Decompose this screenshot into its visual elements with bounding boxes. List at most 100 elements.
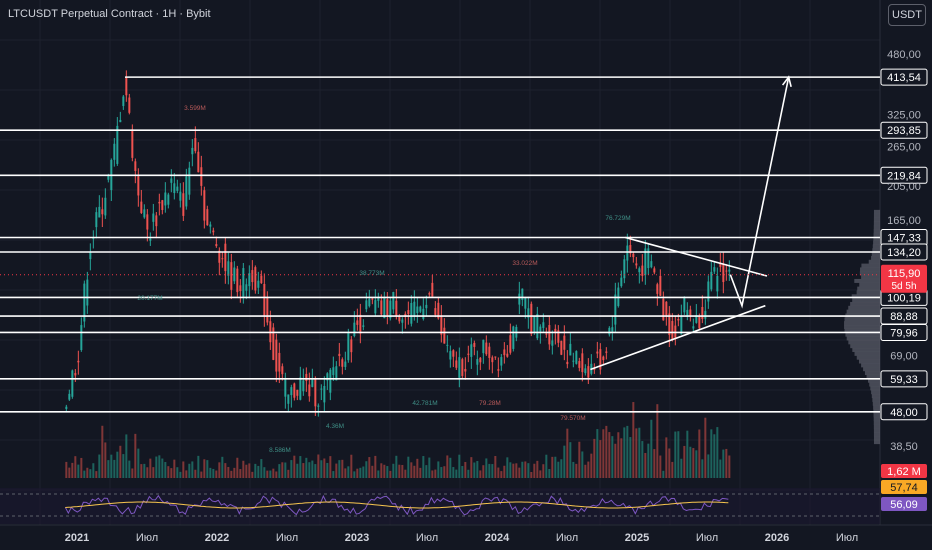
volume-bar [173,459,176,478]
volume-bar [329,456,332,478]
currency-button[interactable]: USDT [888,4,926,26]
volume-profile-bar [872,248,880,253]
volume-bar [530,471,533,478]
volume-profile-bar [857,286,880,291]
volume-profile-bar [872,401,880,406]
candle-body [575,351,578,364]
candle-body [479,357,482,363]
candle-body [635,263,638,266]
candle-body [248,273,251,287]
candle-body [629,245,632,254]
volume-bar [338,460,341,478]
volume-bar [449,457,452,478]
level-label: 48,00 [890,407,918,419]
current-price-countdown: 5d 5h [891,281,916,292]
volume-bar [572,461,575,478]
volume-bar [614,443,617,478]
volume-bar [584,464,587,478]
volume-profile-bar [873,209,880,214]
volume-bar [146,467,149,478]
candle-body [359,314,362,334]
price-tick-label: 69,00 [890,350,918,362]
candle-body [215,244,218,247]
candle-body [704,310,707,319]
time-tick-label: 2024 [485,532,510,544]
candle-body [95,212,98,228]
volume-bar [401,464,404,478]
level-label-box [880,323,928,341]
volume-bar [257,465,260,478]
rsi-ma-label-box [881,480,927,494]
level-label: 413,54 [887,72,921,84]
candle-body [545,333,548,335]
volume-profile-bar [869,382,880,387]
candle-body [341,359,344,367]
volume-profile-bar [873,229,880,234]
volume-profile-bar [848,305,880,310]
volume-profile-bar [858,359,880,364]
candle-body [143,209,146,218]
candle-body [503,349,506,356]
volume-bar [182,461,185,478]
rsi-label-box [881,497,927,511]
volume-bar [119,445,122,478]
volume-bar [158,455,161,478]
volume-bar [341,459,344,478]
candle-body [71,370,74,397]
volume-bar [473,462,476,478]
candle-body [320,388,323,390]
volume-bar [380,463,383,478]
candle-body [668,313,671,336]
volume-bar [620,438,623,478]
candle-body [638,268,641,273]
volume-bar [644,452,647,478]
time-tick-label: 2022 [205,532,229,544]
volume-bar [143,463,146,478]
level-label: 59,33 [890,374,918,386]
candle-body [539,326,542,332]
volume-bar [236,457,239,478]
volume-bar [455,469,458,478]
candle-body [401,319,404,323]
time-tick-label: Июл [416,532,438,544]
candle-body [194,138,197,152]
volume-bar [263,467,266,478]
volume-bar [554,456,557,478]
volume-bar [653,449,656,478]
rsi-panel [0,488,880,524]
volume-bar [587,461,590,478]
candle-body [671,320,674,341]
volume-profile-bar [872,244,880,249]
volume-profile [844,209,880,445]
candle-body [395,300,398,316]
candle-body [551,340,554,346]
volume-bar [299,456,302,478]
volume-bar [149,458,152,478]
volume-bar [716,427,719,478]
volume-bar [662,470,665,478]
candle-body [338,353,341,357]
candle-body [68,393,71,400]
volume-bar [179,471,182,478]
volume-bar [671,461,674,478]
candle-body [398,315,401,322]
volume-bar [221,456,224,478]
volume-bar [311,460,314,478]
candle-body [311,378,314,387]
volume-profile-bar [873,436,880,441]
volume-bar [704,417,707,478]
volume-bar [509,462,512,478]
volume-bar [83,470,86,478]
volume-bar [398,464,401,478]
volume-bar [707,454,710,478]
volume-profile-bar [872,397,880,402]
candle-body [152,213,155,222]
candle-body [431,282,434,297]
volume-profile-bar [868,259,880,264]
candle-body [113,143,116,160]
volume-bar [242,460,245,478]
volume-bar [596,429,599,478]
candle-body [686,309,689,317]
candle-body [191,147,194,155]
